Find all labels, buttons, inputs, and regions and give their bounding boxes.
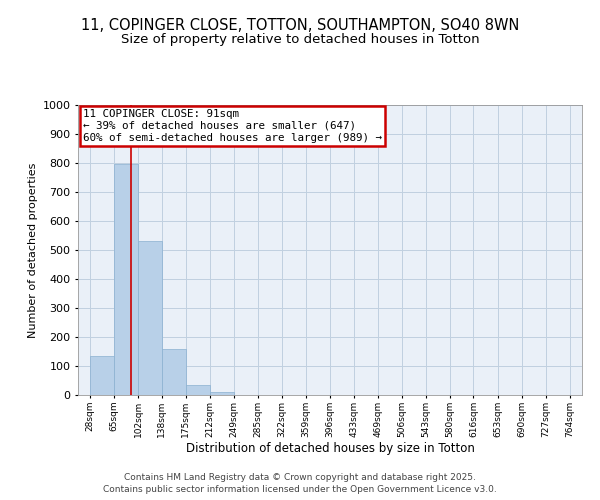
Bar [90, 356, 114, 395]
Bar [162, 348, 186, 395]
Text: Contains public sector information licensed under the Open Government Licence v3: Contains public sector information licen… [103, 485, 497, 494]
Y-axis label: Number of detached properties: Number of detached properties [28, 162, 38, 338]
Bar [139, 242, 163, 395]
Bar [186, 385, 210, 395]
Text: Size of property relative to detached houses in Totton: Size of property relative to detached ho… [121, 32, 479, 46]
Text: 11, COPINGER CLOSE, TOTTON, SOUTHAMPTON, SO40 8WN: 11, COPINGER CLOSE, TOTTON, SOUTHAMPTON,… [81, 18, 519, 32]
Text: Contains HM Land Registry data © Crown copyright and database right 2025.: Contains HM Land Registry data © Crown c… [124, 472, 476, 482]
X-axis label: Distribution of detached houses by size in Totton: Distribution of detached houses by size … [185, 442, 475, 456]
Bar [114, 164, 139, 395]
Text: 11 COPINGER CLOSE: 91sqm
← 39% of detached houses are smaller (647)
60% of semi-: 11 COPINGER CLOSE: 91sqm ← 39% of detach… [83, 110, 382, 142]
Bar [210, 392, 234, 395]
